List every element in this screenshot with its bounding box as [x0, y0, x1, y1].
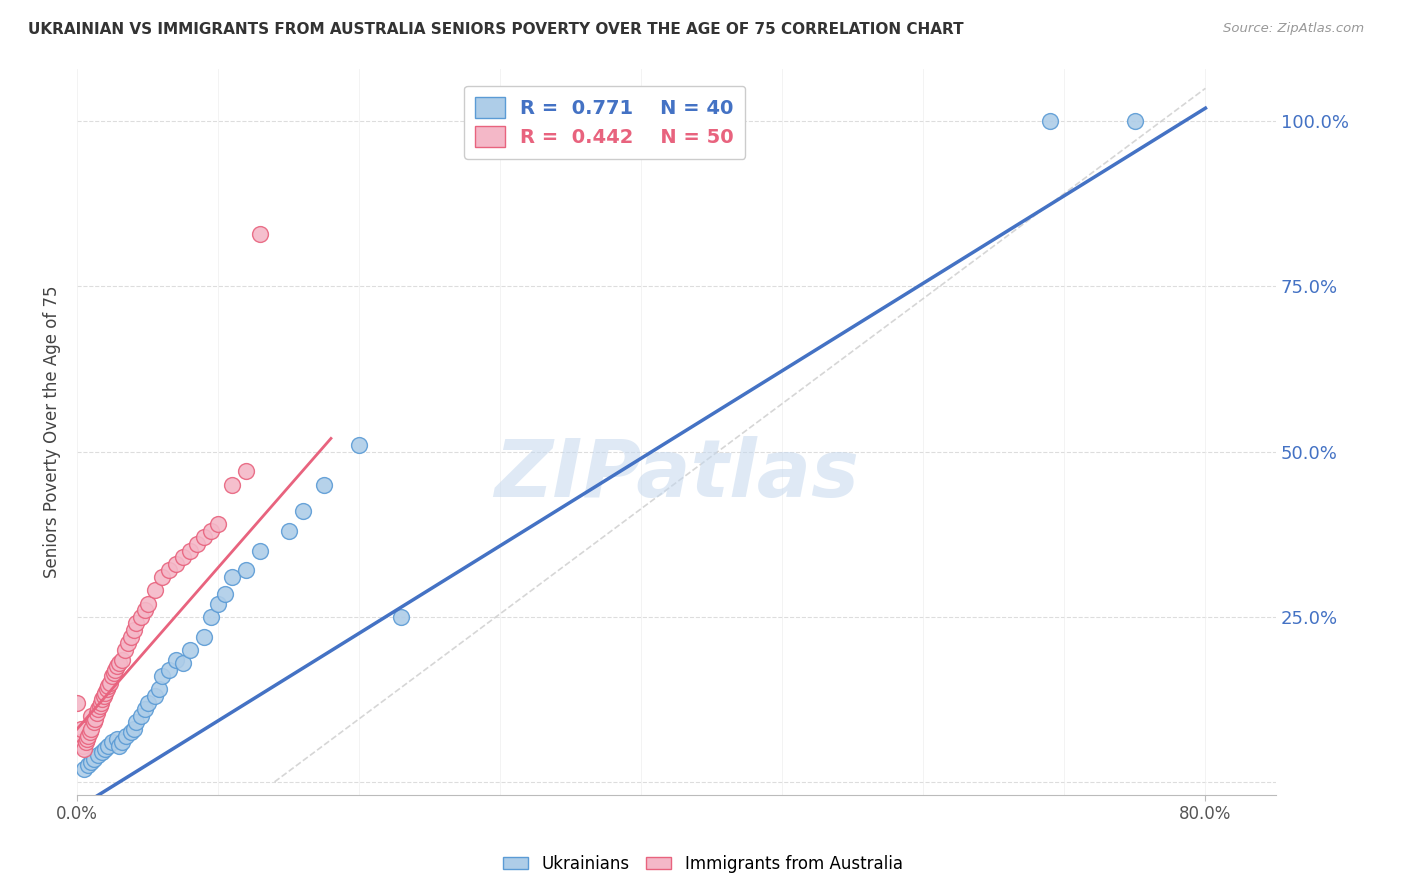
Point — [86, 706, 108, 720]
Point — [235, 564, 257, 578]
Point — [207, 517, 229, 532]
Point — [193, 531, 215, 545]
Point — [193, 630, 215, 644]
Point — [157, 663, 180, 677]
Point — [165, 557, 187, 571]
Point — [87, 702, 110, 716]
Point — [105, 731, 128, 746]
Point — [172, 656, 194, 670]
Point — [157, 564, 180, 578]
Point — [89, 698, 111, 713]
Point — [76, 731, 98, 746]
Point — [136, 696, 159, 710]
Point — [172, 550, 194, 565]
Point — [150, 669, 173, 683]
Point — [136, 597, 159, 611]
Legend: R =  0.771    N = 40, R =  0.442    N = 50: R = 0.771 N = 40, R = 0.442 N = 50 — [464, 86, 745, 159]
Point — [122, 623, 145, 637]
Point — [207, 597, 229, 611]
Point — [235, 464, 257, 478]
Point — [93, 689, 115, 703]
Point — [134, 603, 156, 617]
Point — [277, 524, 299, 538]
Point — [83, 752, 105, 766]
Point — [125, 715, 148, 730]
Point — [80, 755, 103, 769]
Point — [101, 735, 124, 749]
Point — [91, 692, 114, 706]
Y-axis label: Seniors Poverty Over the Age of 75: Seniors Poverty Over the Age of 75 — [44, 285, 60, 578]
Legend: Ukrainians, Immigrants from Australia: Ukrainians, Immigrants from Australia — [496, 848, 910, 880]
Point — [249, 227, 271, 241]
Point — [111, 653, 134, 667]
Point — [98, 675, 121, 690]
Point — [77, 758, 100, 772]
Point — [80, 708, 103, 723]
Point — [143, 583, 166, 598]
Point — [312, 477, 335, 491]
Point — [111, 735, 134, 749]
Point — [87, 748, 110, 763]
Point — [70, 722, 93, 736]
Point — [122, 722, 145, 736]
Point — [179, 642, 201, 657]
Text: Source: ZipAtlas.com: Source: ZipAtlas.com — [1223, 22, 1364, 36]
Point — [83, 715, 105, 730]
Point — [94, 741, 117, 756]
Point — [108, 739, 131, 753]
Point — [103, 665, 125, 680]
Point — [108, 656, 131, 670]
Point — [117, 636, 139, 650]
Point — [200, 609, 222, 624]
Point — [73, 762, 96, 776]
Point — [120, 630, 142, 644]
Point — [125, 616, 148, 631]
Point — [104, 663, 127, 677]
Point — [134, 702, 156, 716]
Point — [72, 739, 94, 753]
Point — [114, 642, 136, 657]
Point — [186, 537, 208, 551]
Point — [221, 570, 243, 584]
Point — [129, 609, 152, 624]
Point — [165, 653, 187, 667]
Point — [77, 729, 100, 743]
Point — [129, 708, 152, 723]
Point — [75, 735, 97, 749]
Point — [120, 725, 142, 739]
Point — [221, 477, 243, 491]
Point — [69, 735, 91, 749]
Point — [150, 570, 173, 584]
Point — [80, 722, 103, 736]
Point — [79, 725, 101, 739]
Point — [1039, 114, 1062, 128]
Point — [148, 682, 170, 697]
Point — [391, 609, 413, 624]
Point — [91, 745, 114, 759]
Point — [97, 679, 120, 693]
Point — [97, 739, 120, 753]
Text: UKRAINIAN VS IMMIGRANTS FROM AUSTRALIA SENIORS POVERTY OVER THE AGE OF 75 CORREL: UKRAINIAN VS IMMIGRANTS FROM AUSTRALIA S… — [28, 22, 963, 37]
Point — [84, 712, 107, 726]
Point — [66, 696, 89, 710]
Point — [179, 543, 201, 558]
Point — [214, 586, 236, 600]
Point — [96, 682, 118, 697]
Point — [347, 438, 370, 452]
Point — [291, 504, 314, 518]
Text: ZIPatlas: ZIPatlas — [494, 436, 859, 515]
Point — [115, 729, 138, 743]
Point — [200, 524, 222, 538]
Point — [143, 689, 166, 703]
Point — [105, 659, 128, 673]
Point — [249, 543, 271, 558]
Point — [73, 741, 96, 756]
Point — [1123, 114, 1146, 128]
Point — [101, 669, 124, 683]
Point — [90, 696, 112, 710]
Point — [94, 686, 117, 700]
